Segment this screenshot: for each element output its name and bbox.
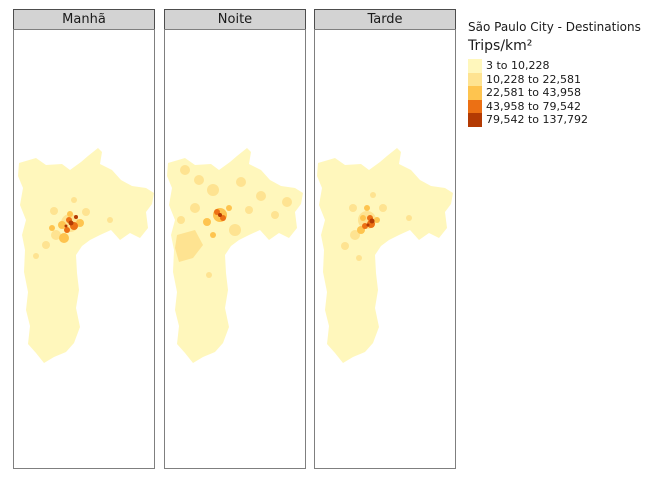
map-tarde (317, 148, 453, 363)
legend-item: 43,958 to 79,542 (468, 99, 668, 113)
city-shape (18, 148, 154, 363)
map-plot-manha (13, 29, 155, 469)
region-darker-tiles (33, 197, 113, 259)
map-legend: São Paulo City - Destinations Trips/km² … (468, 19, 668, 127)
legend-subtitle: Trips/km² (468, 38, 533, 54)
map-noite (167, 148, 303, 363)
city-shape (317, 148, 453, 363)
legend-item: 3 to 10,228 (468, 59, 668, 73)
legend-swatch (468, 113, 482, 127)
legend-item: 22,581 to 43,958 (468, 86, 668, 100)
map-plot-tarde (314, 29, 456, 469)
legend-label: 10,228 to 22,581 (486, 72, 582, 86)
facet-strip-manha: Manhã (13, 9, 155, 30)
legend-swatch (468, 86, 482, 100)
legend-label: 43,958 to 79,542 (486, 99, 582, 113)
region-darker-tiles (341, 192, 412, 261)
legend-title: São Paulo City - Destinations (468, 20, 641, 34)
legend-label: 3 to 10,228 (486, 59, 550, 73)
map-manha (18, 148, 154, 363)
legend-label: 79,542 to 137,792 (486, 113, 589, 127)
facet-panel-noite: Noite (164, 9, 306, 469)
legend-label: 22,581 to 43,958 (486, 86, 582, 100)
legend-item: 79,542 to 137,792 (468, 113, 668, 127)
region-darker-tiles (175, 165, 292, 278)
facet-panel-manha: Manhã (13, 9, 155, 469)
map-plot-noite (164, 29, 306, 469)
legend-swatch (468, 59, 482, 73)
legend-swatch (468, 72, 482, 86)
facet-strip-noite: Noite (164, 9, 306, 30)
legend-item: 10,228 to 22,581 (468, 72, 668, 86)
legend-items: 3 to 10,228 10,228 to 22,581 22,581 to 4… (468, 59, 668, 127)
legend-swatch (468, 99, 482, 113)
city-shape (167, 148, 303, 363)
facet-strip-tarde: Tarde (314, 9, 456, 30)
facet-panel-tarde: Tarde (314, 9, 456, 469)
